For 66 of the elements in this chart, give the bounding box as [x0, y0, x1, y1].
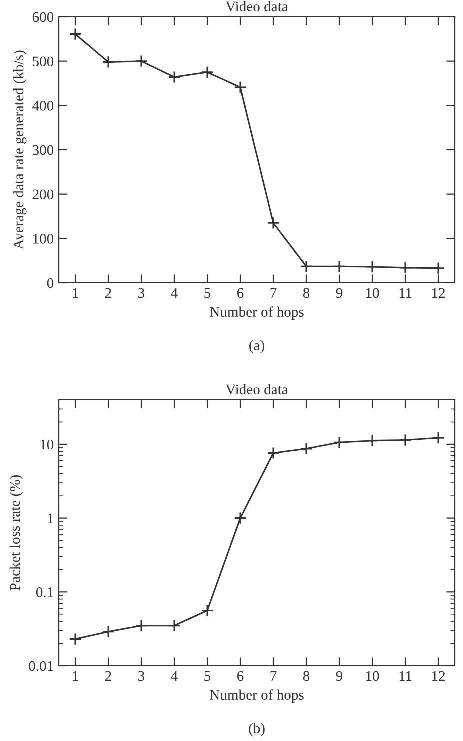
x-tick-label: 3 — [138, 288, 145, 298]
y-tick-label: 0 — [47, 278, 54, 288]
x-tick-label: 9 — [336, 288, 343, 298]
x-tick-label: 4 — [171, 671, 178, 681]
y-tick-label: 400 — [32, 101, 54, 111]
x-axis-title: Number of hops — [210, 306, 304, 320]
point — [168, 620, 181, 632]
x-tick-label: 6 — [237, 671, 244, 682]
point — [366, 260, 379, 274]
point — [234, 512, 247, 525]
point — [300, 442, 313, 456]
x-tick-label: 2 — [105, 671, 112, 681]
x-tick-label: 4 — [171, 288, 178, 298]
chart-title: Video data — [226, 1, 288, 12]
x-tick-label: 6 — [237, 288, 244, 298]
y-tick-label: 600 — [32, 12, 54, 22]
point — [267, 216, 280, 230]
point — [432, 262, 445, 275]
y-tick-label: 300 — [32, 145, 54, 156]
x-axis-title: Number of hops — [210, 690, 304, 704]
x-tick-label: 11 — [400, 671, 412, 681]
x-tick-label: 9 — [336, 671, 343, 682]
y-axis-title: Average data rate generated (kb/s) — [13, 50, 27, 250]
y-tick-label: 500 — [33, 56, 54, 67]
x-tick-label: 1 — [73, 671, 78, 681]
point — [399, 262, 412, 274]
text: (b) — [249, 723, 265, 736]
x-tick-label: 10 — [366, 671, 380, 682]
x-tick-label: 8 — [303, 671, 310, 682]
y-tick-label: 10 — [40, 440, 54, 450]
x-tick-label: 5 — [204, 671, 211, 682]
point — [234, 81, 247, 94]
chart-title: Video data — [226, 384, 288, 395]
x-tick-label: 11 — [400, 288, 412, 298]
point — [366, 434, 379, 448]
point — [201, 66, 214, 79]
point — [168, 70, 181, 84]
point — [300, 260, 313, 273]
text: (a) — [250, 340, 264, 354]
point — [432, 432, 445, 444]
point — [267, 446, 280, 460]
point — [135, 55, 148, 68]
y-tick-label: 0.1 — [36, 588, 54, 598]
point — [399, 434, 412, 447]
y-tick-label: 100 — [34, 234, 54, 244]
x-tick-label: 8 — [303, 288, 310, 298]
point — [201, 604, 214, 618]
point — [102, 56, 115, 69]
y-tick-label: 1 — [48, 514, 54, 524]
y-tick-label: 0.01 — [29, 661, 54, 672]
x-tick-label: 7 — [270, 288, 277, 298]
x-tick-label: 12 — [432, 671, 445, 681]
point — [102, 626, 115, 638]
x-tick-label: 10 — [366, 288, 380, 298]
x-tick-label: 7 — [270, 671, 277, 681]
point — [135, 620, 148, 632]
x-tick-label: 12 — [432, 288, 445, 298]
y-axis-title: Packet loss rate (%) — [10, 476, 24, 591]
x-tick-label: 2 — [105, 288, 112, 298]
x-tick-label: 5 — [204, 288, 211, 298]
y-tick-label: 200 — [32, 190, 54, 200]
x-tick-label: 3 — [138, 671, 145, 682]
point — [333, 436, 346, 449]
point — [69, 632, 82, 646]
point — [333, 260, 346, 273]
x-tick-label: 1 — [73, 288, 78, 298]
